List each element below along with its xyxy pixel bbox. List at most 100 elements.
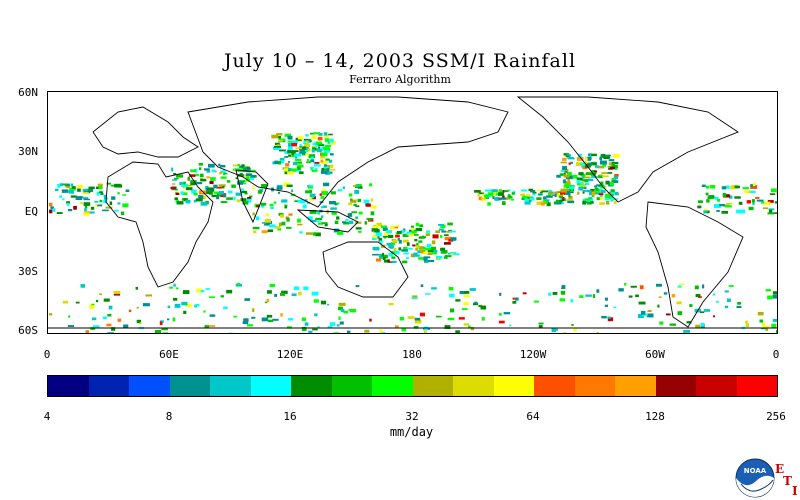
rain-cell <box>318 222 323 225</box>
rain-cell <box>439 228 444 231</box>
lat-label-60n: 60N <box>18 86 38 99</box>
rain-cell <box>582 165 588 170</box>
rain-cell <box>173 283 176 287</box>
rain-cell <box>104 197 108 200</box>
rain-cell <box>742 187 750 190</box>
rain-cell <box>436 256 443 259</box>
rain-cell <box>397 238 400 241</box>
rain-cell <box>309 197 314 201</box>
rain-cell <box>94 200 99 203</box>
rain-cell <box>611 177 617 182</box>
rain-cell <box>125 189 130 192</box>
rain-cell <box>502 201 506 206</box>
rain-cell <box>226 197 233 200</box>
rain-cell <box>388 302 394 306</box>
rain-cell <box>712 293 716 296</box>
rain-cell <box>555 199 560 203</box>
rain-cell <box>261 230 268 234</box>
rain-cell <box>195 198 203 202</box>
rain-cell <box>695 324 700 329</box>
rain-cell <box>390 226 395 230</box>
rain-cell <box>463 323 469 326</box>
rain-cell <box>563 153 570 156</box>
rain-cell <box>433 250 438 253</box>
lat-label-eq: EQ <box>24 205 38 218</box>
rain-cell <box>585 172 593 176</box>
rain-cell <box>241 190 247 194</box>
rain-cell <box>311 169 318 172</box>
rain-cell <box>193 199 197 203</box>
rain-cell <box>772 319 777 322</box>
rain-cell <box>701 184 706 187</box>
rain-cell <box>295 147 302 150</box>
rain-cell <box>703 210 708 213</box>
rain-cell <box>412 295 418 300</box>
rain-cell <box>415 228 422 232</box>
rain-cell <box>308 154 315 159</box>
rain-cell <box>159 321 163 326</box>
rain-cell <box>222 193 226 198</box>
colorbar-swatch-10 <box>453 376 494 396</box>
rain-cell <box>253 230 257 234</box>
rain-cell <box>604 304 608 307</box>
rain-cell <box>238 179 244 182</box>
rain-cell <box>424 260 429 263</box>
rain-cell <box>194 304 200 307</box>
rain-cell <box>324 150 331 153</box>
rain-cell <box>321 222 328 224</box>
rain-cell <box>447 222 453 226</box>
rain-cell <box>607 172 613 174</box>
rain-cell <box>585 157 588 161</box>
rain-cell <box>491 189 498 193</box>
rain-cell <box>176 174 183 178</box>
rain-cell <box>244 174 250 178</box>
rain-cell <box>414 319 422 324</box>
rain-cell <box>203 310 206 313</box>
rain-cell <box>628 295 633 298</box>
rain-cell <box>705 192 709 196</box>
rain-cell <box>273 201 277 204</box>
rain-cell <box>565 199 570 201</box>
rain-cell <box>340 308 345 313</box>
rain-cell <box>663 292 668 295</box>
rain-cell <box>425 293 431 295</box>
rain-cell <box>722 193 727 197</box>
rain-cell <box>311 145 315 148</box>
rain-cell <box>110 184 115 187</box>
rain-cell <box>746 200 751 204</box>
rain-cell <box>243 318 249 322</box>
rain-cell <box>269 224 276 228</box>
rain-cell <box>510 198 515 201</box>
coast-africa <box>105 161 214 288</box>
rain-cell <box>402 239 409 243</box>
rain-cell <box>726 202 733 205</box>
rain-cell <box>207 187 213 190</box>
rain-cell <box>190 180 197 183</box>
rain-cell <box>355 285 360 288</box>
colorbar-swatch-16 <box>696 376 737 396</box>
rain-cell <box>503 312 511 315</box>
rain-cell <box>384 259 390 263</box>
rain-cell <box>600 160 607 165</box>
rain-cell <box>378 237 382 242</box>
rain-cell <box>411 297 418 300</box>
rain-cell <box>191 189 197 194</box>
rain-cell <box>614 174 619 177</box>
rain-cell <box>767 295 773 300</box>
rain-cell <box>580 182 584 186</box>
rain-cell <box>560 169 565 172</box>
rain-cell <box>773 212 777 214</box>
rain-cell <box>440 247 445 251</box>
rain-cell <box>587 202 592 205</box>
rain-cell <box>246 198 252 203</box>
colorbar-swatch-7 <box>331 376 372 396</box>
rain-cell <box>185 200 191 203</box>
rain-cell <box>577 182 583 186</box>
rain-cell <box>305 140 308 144</box>
rain-cell <box>67 325 75 327</box>
rain-cell <box>261 184 267 188</box>
rain-cell <box>233 315 238 318</box>
rain-cell <box>327 303 330 306</box>
rain-cell <box>314 162 320 164</box>
rain-cell <box>271 134 279 139</box>
